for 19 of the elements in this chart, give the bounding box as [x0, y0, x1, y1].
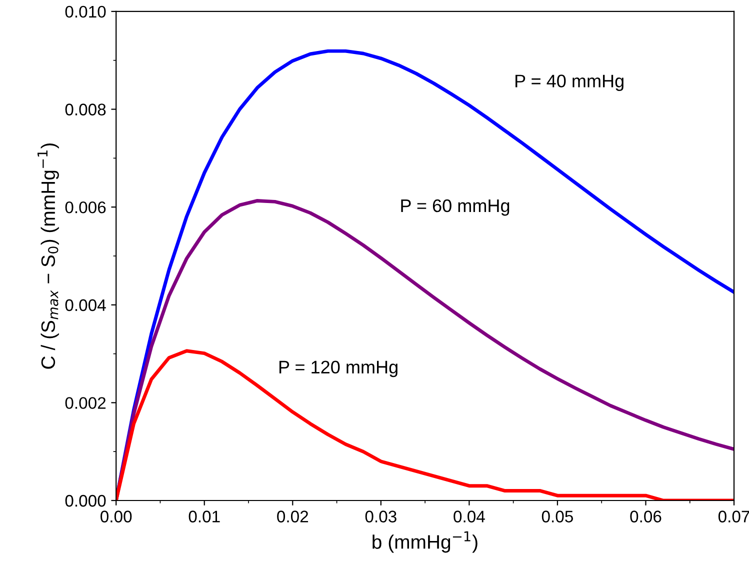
x-tick-label: 0.04 — [454, 510, 485, 522]
x-tick-label: 0.03 — [365, 510, 396, 522]
y-tick-label: 0.004 — [65, 299, 106, 312]
x-tick-label: 0.07 — [718, 510, 749, 522]
x-axis-title: b (mmHg$^{−1}$) — [372, 531, 478, 553]
x-tick-label: 0.02 — [277, 510, 308, 522]
y-tick-label: 0.008 — [65, 104, 106, 116]
annotation: P = 60 mmHg — [401, 199, 510, 216]
y-axis-title: C / (S$_{max}$ − S$_{0}$) (mmHg$^{−1}$) — [38, 143, 59, 369]
x-tick-label: 0.00 — [100, 510, 132, 522]
y-tick-label: 0.000 — [65, 494, 106, 507]
y-tick-label: 0.002 — [65, 397, 106, 409]
y-tick-label: 0.006 — [65, 201, 106, 214]
x-tick-label: 0.05 — [542, 510, 573, 522]
annotation: P = 40 mmHg — [516, 74, 624, 91]
x-tick-label: 0.01 — [188, 510, 220, 522]
annotation: P = 120 mmHg — [279, 360, 398, 378]
x-tick-label: 0.06 — [630, 510, 662, 522]
y-tick-label: 0.010 — [65, 6, 106, 18]
